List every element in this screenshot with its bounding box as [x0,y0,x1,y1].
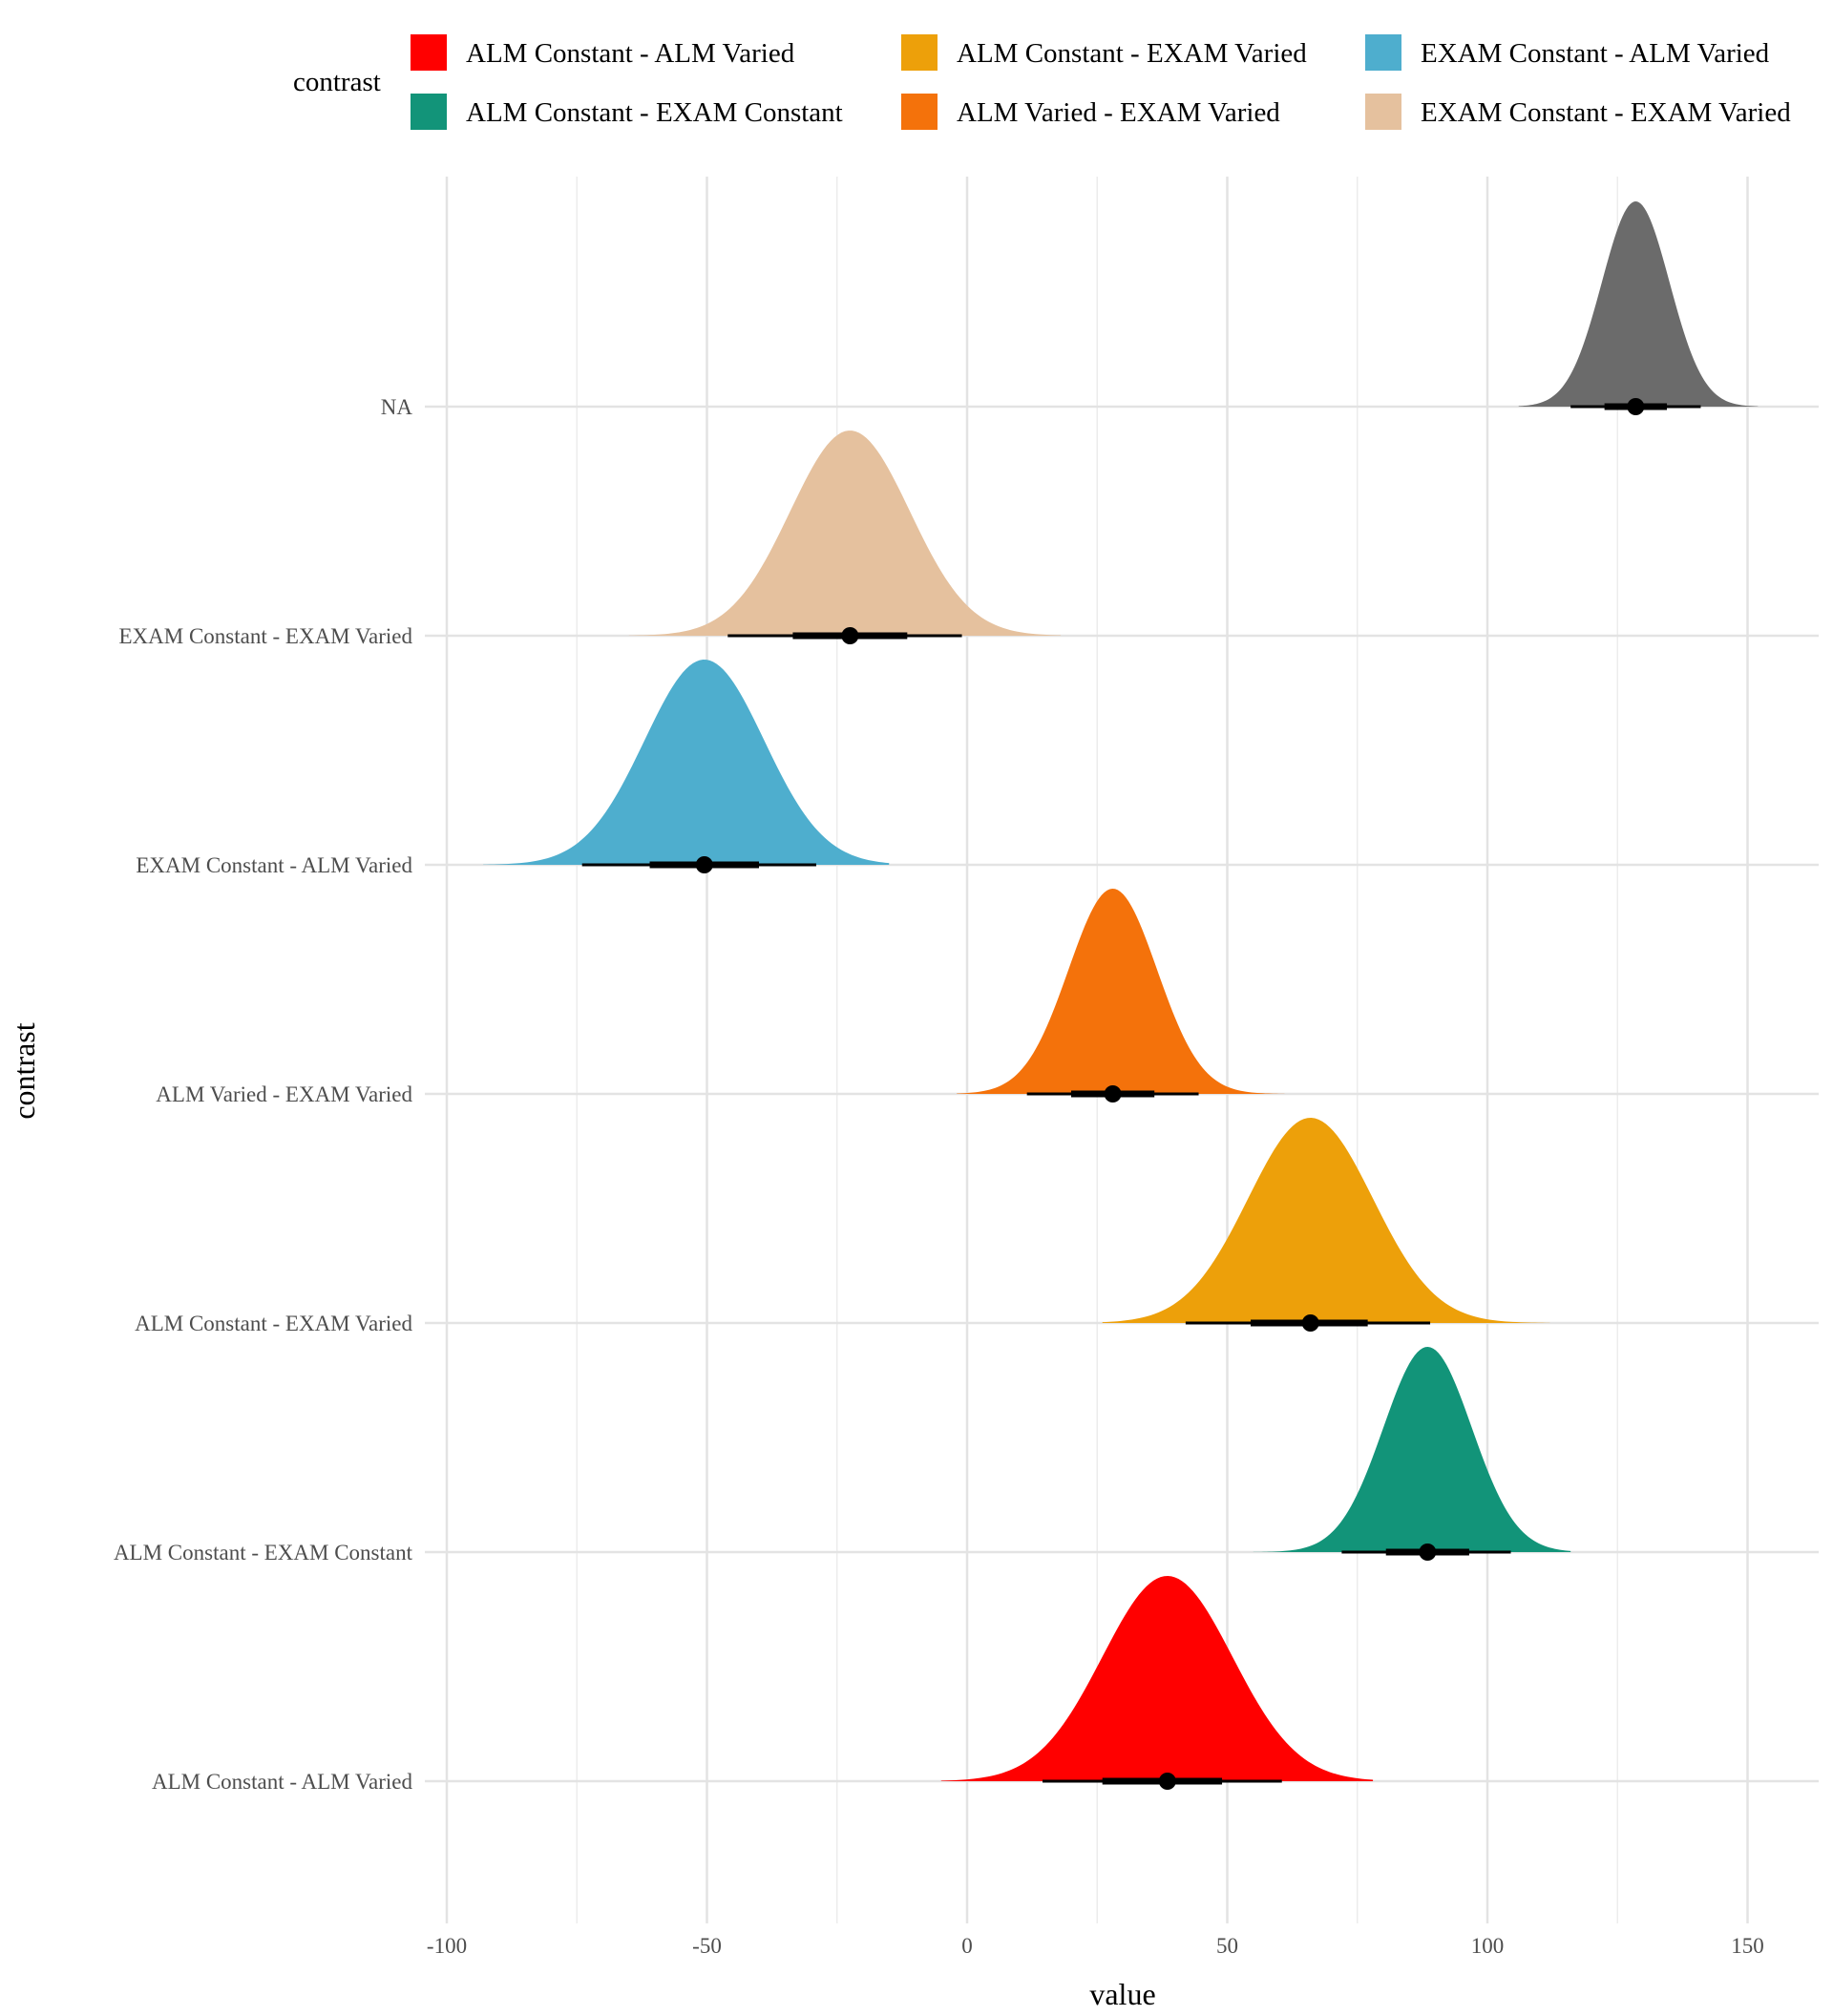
legend-label: ALM Constant - ALM Varied [466,38,795,69]
x-tick-label: 0 [961,1934,973,1958]
legend-label: EXAM Constant - ALM Varied [1421,38,1770,69]
point-estimate [1158,1773,1176,1790]
y-tick-labels: ALM Constant - ALM Varied ALM Constant - … [114,395,413,1794]
x-tick-label: 50 [1216,1934,1238,1958]
series-group [1518,201,1759,415]
legend-swatch [411,94,447,130]
y-tick-label: EXAM Constant - EXAM Varied [119,624,413,648]
x-axis-title: value [1089,1977,1155,2011]
legend: contrast ALM Constant - ALM Varied ALM Co… [293,34,1791,130]
point-estimate [1104,1085,1122,1102]
series-group [957,889,1285,1102]
series-group [1102,1118,1550,1332]
y-tick-label: ALM Constant - EXAM Constant [114,1541,413,1564]
x-tick-labels: -100 -50 0 50 100 150 [427,1934,1764,1958]
legend-label: ALM Constant - EXAM Constant [466,97,843,128]
x-tick-label: -50 [692,1934,722,1958]
point-estimate [1419,1544,1437,1561]
legend-label: EXAM Constant - EXAM Varied [1421,97,1791,128]
legend-swatch [901,34,938,71]
y-tick-label: ALM Constant - ALM Varied [152,1770,413,1794]
series-group [483,660,890,873]
density-area [957,889,1285,1094]
density-area [628,430,1062,636]
y-axis-title: contrast [7,1022,41,1119]
legend-label: ALM Varied - EXAM Varied [957,97,1280,128]
point-estimate [1627,398,1645,415]
y-tick-label: ALM Constant - EXAM Varied [135,1312,412,1335]
marks [483,201,1759,1790]
legend-swatch [901,94,938,130]
point-estimate [695,856,713,873]
y-tick-label: EXAM Constant - ALM Varied [136,853,412,877]
x-tick-label: 100 [1471,1934,1505,1958]
y-tick-label: NA [381,395,413,419]
legend-swatch [1365,94,1401,130]
legend-title: contrast [293,67,381,97]
legend-swatch [1365,34,1401,71]
x-tick-label: 150 [1731,1934,1764,1958]
point-estimate [1301,1314,1319,1332]
density-area [1518,201,1759,407]
point-estimate [841,627,859,644]
density-area [940,1576,1374,1781]
legend-label: ALM Constant - EXAM Varied [957,38,1307,69]
series-group [628,430,1062,644]
density-area [1253,1347,1571,1552]
density-area [1102,1118,1550,1323]
legend-swatch [411,34,447,71]
series-group [940,1576,1374,1790]
y-tick-label: ALM Varied - EXAM Varied [156,1082,412,1106]
series-group [1253,1347,1571,1561]
x-tick-label: -100 [427,1934,467,1958]
density-area [483,660,890,865]
